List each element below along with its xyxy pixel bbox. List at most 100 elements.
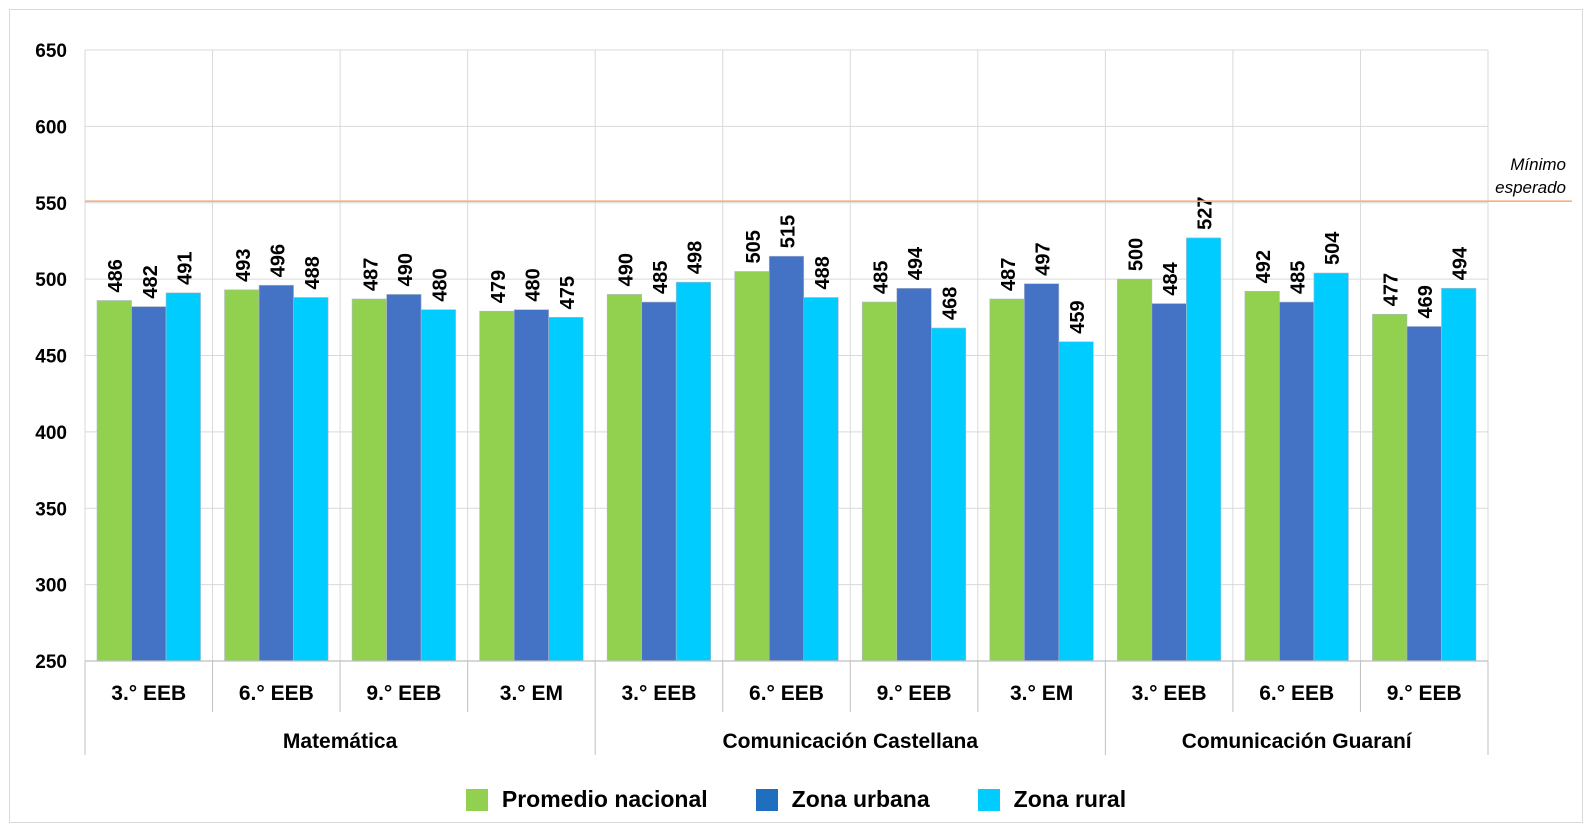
x-group-label: Comunicación Castellana <box>722 730 978 753</box>
bar <box>351 298 387 662</box>
bar <box>293 297 329 662</box>
bar <box>931 327 967 662</box>
x-category-label: 3.° EEB <box>621 682 696 705</box>
x-category-label: 9.° EEB <box>366 682 441 705</box>
data-label: 459 <box>1067 300 1089 333</box>
bar <box>386 294 422 662</box>
bar <box>803 297 839 662</box>
data-label: 497 <box>1033 242 1055 275</box>
data-label: 492 <box>1253 250 1275 283</box>
data-label: 484 <box>1160 261 1182 295</box>
data-label: 488 <box>812 256 834 289</box>
data-label: 490 <box>615 253 637 286</box>
data-label: 480 <box>522 268 544 301</box>
data-label: 482 <box>140 265 162 298</box>
data-label: 491 <box>174 251 196 284</box>
data-label: 498 <box>684 241 706 274</box>
data-label: 486 <box>105 259 127 292</box>
x-category-label: 3.° EM <box>1010 682 1073 705</box>
bar <box>420 309 456 662</box>
bar <box>1406 326 1442 662</box>
legend-label: Promedio nacional <box>501 786 708 812</box>
x-group-label: Matemática <box>283 730 398 753</box>
bar <box>1441 287 1477 662</box>
bar <box>1058 341 1094 662</box>
data-label: 475 <box>557 276 579 309</box>
bar <box>606 294 642 662</box>
y-tick-label: 650 <box>35 41 67 62</box>
bar <box>861 301 898 662</box>
bar <box>1117 278 1153 662</box>
bar <box>1244 291 1280 662</box>
x-category-label: 3.° EEB <box>1132 682 1207 705</box>
x-category-label: 6.° EEB <box>1259 682 1334 705</box>
bar <box>641 301 677 662</box>
y-tick-label: 450 <box>35 347 67 368</box>
bar <box>989 298 1025 662</box>
y-tick-label: 400 <box>35 423 67 444</box>
bar <box>165 292 201 662</box>
y-tick-label: 350 <box>35 499 67 520</box>
data-label: 488 <box>302 256 324 289</box>
bar <box>1372 313 1408 662</box>
data-label: 504 <box>1322 231 1344 265</box>
legend: Promedio nacional Zona urbana Zona rural <box>0 786 1592 813</box>
bar <box>224 289 260 662</box>
bar <box>131 306 167 662</box>
data-label: 494 <box>905 246 927 280</box>
data-label: 485 <box>650 261 672 294</box>
y-tick-label: 300 <box>35 576 67 597</box>
legend-swatch-zona-rural <box>977 788 1000 811</box>
data-label: 494 <box>1450 246 1472 280</box>
legend-item-zona-rural: Zona rural <box>977 786 1127 813</box>
data-label: 468 <box>940 287 962 320</box>
data-label: 469 <box>1415 285 1437 318</box>
bar <box>1151 303 1187 662</box>
legend-item-promedio-nacional: Promedio nacional <box>465 786 708 813</box>
legend-label: Zona rural <box>1013 786 1127 812</box>
legend-swatch-zona-urbana <box>755 788 778 811</box>
data-label: 500 <box>1126 238 1148 271</box>
y-tick-label: 550 <box>35 194 67 215</box>
reference-line-label: esperado <box>1495 178 1566 197</box>
x-category-label: 3.° EM <box>500 682 563 705</box>
data-label: 479 <box>488 270 510 303</box>
x-category-label: 3.° EEB <box>111 682 186 705</box>
bar <box>1186 237 1222 662</box>
bar <box>513 309 549 662</box>
data-label: 490 <box>395 253 417 286</box>
data-label: 480 <box>429 268 451 301</box>
legend-item-zona-urbana: Zona urbana <box>755 786 930 813</box>
legend-swatch-promedio-nacional <box>465 788 488 811</box>
bar <box>1024 283 1060 662</box>
data-label: 527 <box>1195 197 1217 230</box>
y-tick-label: 500 <box>35 270 67 291</box>
chart-frame <box>9 9 1583 823</box>
data-label: 487 <box>360 258 382 291</box>
bar <box>734 271 770 662</box>
bar <box>96 300 132 662</box>
x-group-label: Comunicación Guaraní <box>1182 730 1413 753</box>
x-category-label: 6.° EEB <box>749 682 824 705</box>
bar <box>479 310 515 662</box>
reference-line-label: Mínimo <box>1510 155 1566 174</box>
data-label: 487 <box>998 258 1020 291</box>
legend-label: Zona urbana <box>791 786 930 812</box>
data-label: 515 <box>778 215 800 248</box>
data-label: 477 <box>1381 273 1403 306</box>
bar <box>768 255 805 662</box>
bar <box>675 281 712 662</box>
bar <box>1279 301 1315 662</box>
x-category-label: 9.° EEB <box>1387 682 1462 705</box>
data-label: 485 <box>871 261 893 294</box>
x-category-label: 9.° EEB <box>877 682 952 705</box>
data-label: 505 <box>743 230 765 263</box>
bar <box>1313 272 1349 662</box>
bar <box>896 287 932 662</box>
y-tick-label: 250 <box>35 652 67 673</box>
bar <box>258 284 294 662</box>
data-label: 485 <box>1288 261 1310 294</box>
x-category-label: 6.° EEB <box>239 682 314 705</box>
data-label: 493 <box>233 248 255 281</box>
